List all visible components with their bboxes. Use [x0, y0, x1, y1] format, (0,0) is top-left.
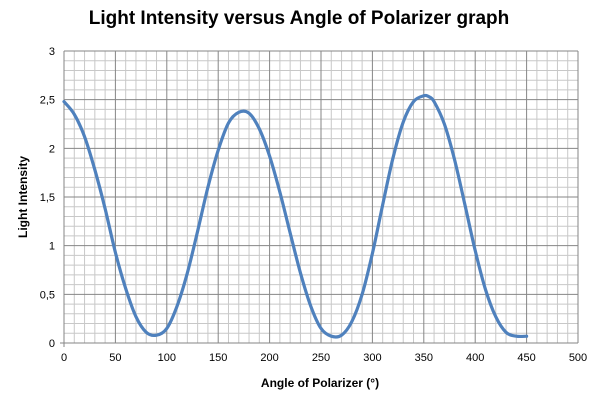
x-tick-label: 500	[569, 352, 587, 364]
y-tick-label: 3	[49, 46, 55, 58]
y-tick-label: 1,5	[40, 192, 55, 204]
y-tick-label: 2,5	[40, 95, 55, 107]
y-tick-label: 2	[49, 143, 55, 155]
x-tick-label: 0	[61, 352, 67, 364]
gridlines	[64, 50, 579, 343]
x-tick-label: 350	[415, 352, 433, 364]
x-tick-label: 250	[312, 352, 330, 364]
series-line	[62, 93, 529, 339]
x-tick-label: 300	[363, 352, 381, 364]
x-tick-label: 200	[260, 352, 278, 364]
x-tick-labels: 0 50 100 150 200 250 300 350 400 450 500	[61, 352, 587, 364]
chart-title: Light Intensity versus Angle of Polarize…	[88, 8, 510, 29]
y-tick-label: 0	[49, 338, 55, 350]
series-layer	[62, 93, 529, 339]
y-axis-label: Light Intensity	[16, 156, 30, 238]
y-tick-labels: 0 0,5 1 1,5 2 2,5 3	[40, 46, 55, 350]
x-tick-label: 400	[466, 352, 484, 364]
x-tick-label: 50	[109, 352, 121, 364]
x-axis-label: Angle of Polarizer (°)	[261, 376, 379, 390]
y-tick-label: 1	[49, 241, 55, 253]
axes	[60, 51, 578, 347]
x-tick-label: 150	[209, 352, 227, 364]
y-tick-label: 0,5	[40, 289, 55, 301]
x-tick-label: 450	[517, 352, 535, 364]
x-tick-label: 100	[158, 352, 176, 364]
